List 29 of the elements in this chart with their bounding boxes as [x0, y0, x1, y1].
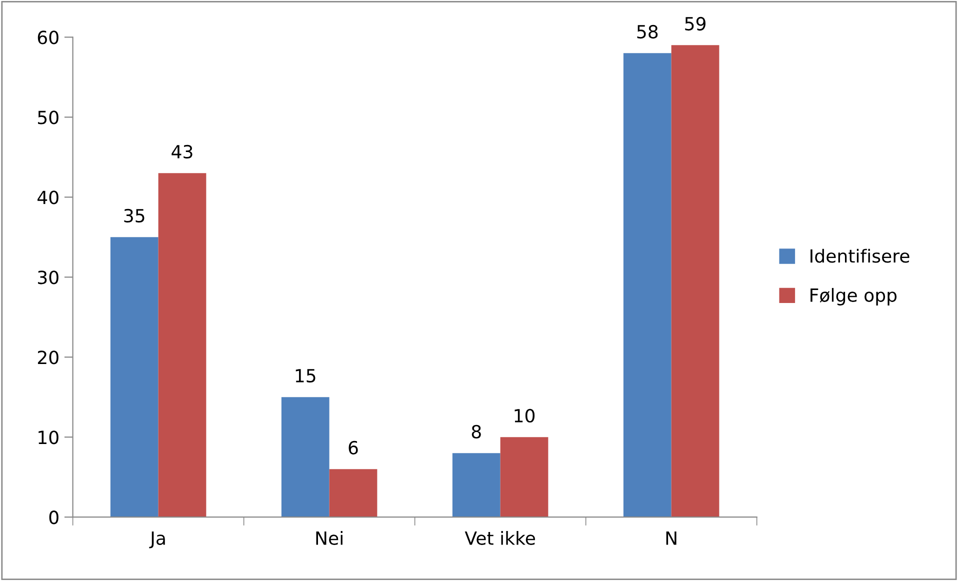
y-tick-label: 50: [38, 110, 58, 124]
x-tick-label: N: [666, 532, 676, 545]
bar: [500, 437, 548, 518]
x-tick-label: Vet ikke: [464, 530, 535, 545]
x-tick-label: Nei: [316, 530, 342, 545]
x-tick-label: Ja: [149, 532, 165, 548]
bar: [281, 397, 330, 518]
bar: [158, 173, 206, 518]
bar: [329, 469, 378, 518]
legend-label: Følge opp: [810, 288, 897, 306]
bar: [623, 53, 672, 518]
y-tick-label: 0: [49, 510, 58, 524]
data-label: 58: [637, 24, 658, 39]
data-label: 8: [472, 424, 481, 438]
data-label: 15: [296, 369, 316, 383]
y-tick-label: 30: [38, 270, 58, 284]
y-tick-label: 20: [38, 350, 58, 364]
bar: [671, 45, 720, 518]
y-tick-label: 10: [38, 430, 58, 444]
y-tick-label: 60: [38, 30, 58, 44]
y-tick-label: 40: [38, 190, 58, 204]
data-label: 59: [685, 16, 706, 31]
data-label: 6: [348, 440, 358, 454]
bar: [452, 453, 500, 518]
data-label: 43: [172, 144, 192, 159]
legend-label: Identifisere: [810, 248, 910, 263]
data-label: 35: [124, 208, 144, 223]
data-label: 10: [514, 408, 535, 422]
bar: [110, 237, 158, 518]
